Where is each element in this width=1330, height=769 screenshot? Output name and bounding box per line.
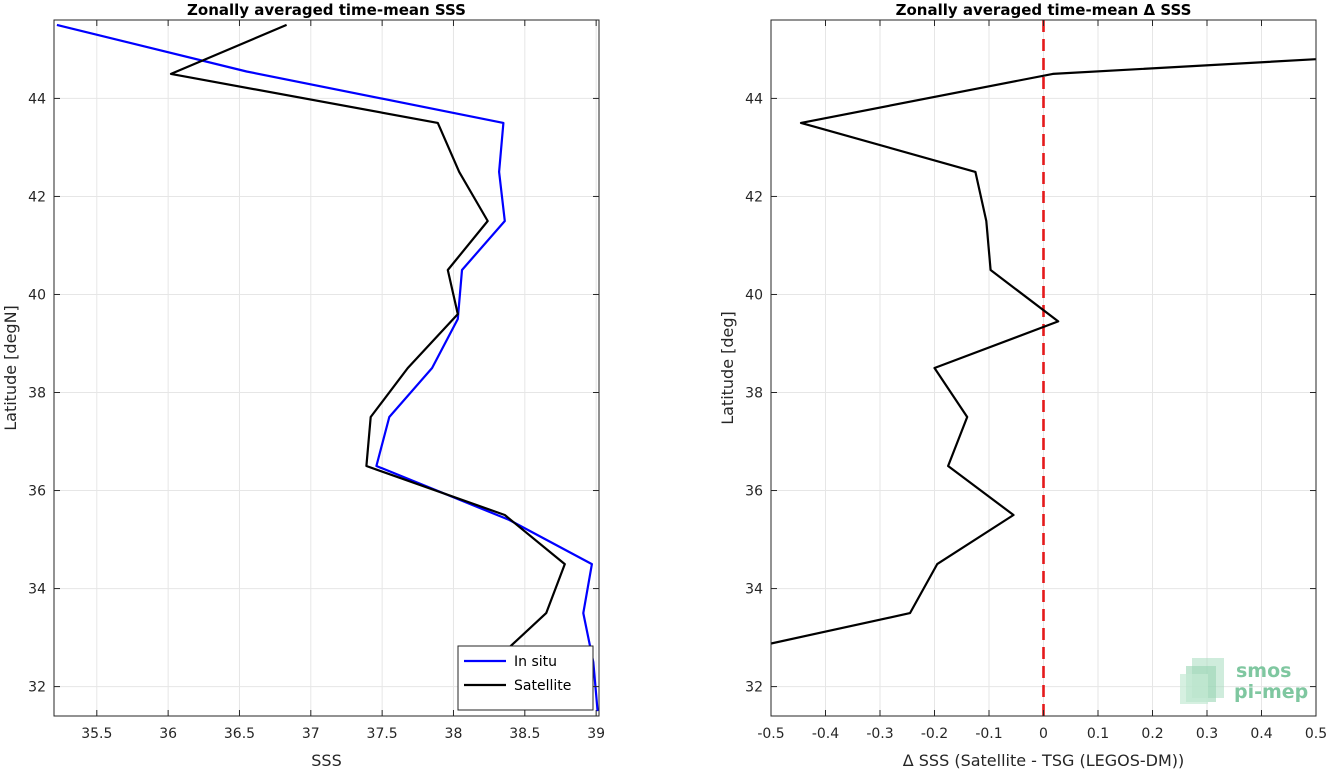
y-tick-label: 44 [745, 91, 763, 107]
x-axis-label: SSS [311, 751, 341, 769]
x-tick-label: -0.2 [921, 726, 948, 742]
legend-label-in-situ: In situ [514, 654, 557, 670]
logo-text-line2: pi-mep [1234, 681, 1308, 703]
x-tick-label: 0 [1039, 726, 1048, 742]
x-tick-label: 37 [302, 726, 320, 742]
y-tick-label: 44 [28, 91, 46, 107]
x-tick-label: 39 [587, 726, 605, 742]
x-tick-label: 38.5 [509, 726, 540, 742]
y-tick-label: 40 [28, 287, 46, 303]
legend-box [457, 645, 594, 711]
y-axis-label: Latitude [degN] [1, 305, 20, 431]
y-tick-label: 32 [745, 680, 763, 696]
y-tick-label: 42 [28, 189, 46, 205]
y-tick-label: 42 [745, 189, 763, 205]
legend: In situ Satellite [457, 645, 594, 711]
y-tick-label: 40 [745, 287, 763, 303]
y-tick-label: 38 [28, 386, 46, 402]
y-tick-label: 38 [745, 386, 763, 402]
chart-title: Zonally averaged time-mean SSS [187, 1, 466, 19]
x-tick-label: 36 [159, 726, 177, 742]
y-tick-label: 34 [28, 582, 46, 598]
x-axis-label: Δ SSS (Satellite - TSG (LEGOS-DM)) [903, 751, 1185, 769]
x-tick-label: 0.1 [1087, 726, 1109, 742]
logo-mark [1180, 658, 1224, 704]
series-line-satellite [169, 23, 566, 663]
x-tick-label: 35.5 [81, 726, 112, 742]
x-tick-label: -0.3 [866, 726, 893, 742]
x-tick-label: 37.5 [367, 726, 398, 742]
legend-label-satellite: Satellite [514, 678, 571, 694]
series-line-series [771, 58, 1316, 645]
chart-title: Zonally averaged time-mean Δ SSS [896, 1, 1192, 19]
y-axis-label: Latitude [deg] [718, 311, 737, 425]
series-line-in-situ [56, 23, 599, 712]
x-tick-label: 0.2 [1141, 726, 1163, 742]
logo-text-line1: smos [1236, 660, 1291, 682]
x-tick-label: 0.3 [1196, 726, 1218, 742]
plot-area [54, 20, 599, 716]
y-tick-label: 32 [28, 680, 46, 696]
x-tick-label: -0.1 [975, 726, 1002, 742]
x-tick-label: 0.5 [1305, 726, 1327, 742]
x-tick-label: -0.4 [812, 726, 839, 742]
x-tick-label: 0.4 [1250, 726, 1272, 742]
y-tick-label: 34 [745, 582, 763, 598]
smos-pi-mep-logo: smos pi-mep [1180, 658, 1308, 704]
x-tick-label: 38 [445, 726, 463, 742]
y-tick-label: 36 [745, 484, 763, 500]
x-tick-label: 36.5 [224, 726, 255, 742]
right-panel: -0.5 -0.4 -0.3 -0.2 -0.1 0 0.1 0.2 0.3 0.4 0.5 32 34… [718, 1, 1327, 769]
y-tick-label: 36 [28, 484, 46, 500]
axes-box [53, 19, 600, 717]
x-tick-label: -0.5 [757, 726, 784, 742]
left-panel: 35.5 36 36.5 37 37.5 38 38.5 39 32 34 36 38 40 42 44 Zo… [1, 1, 605, 769]
